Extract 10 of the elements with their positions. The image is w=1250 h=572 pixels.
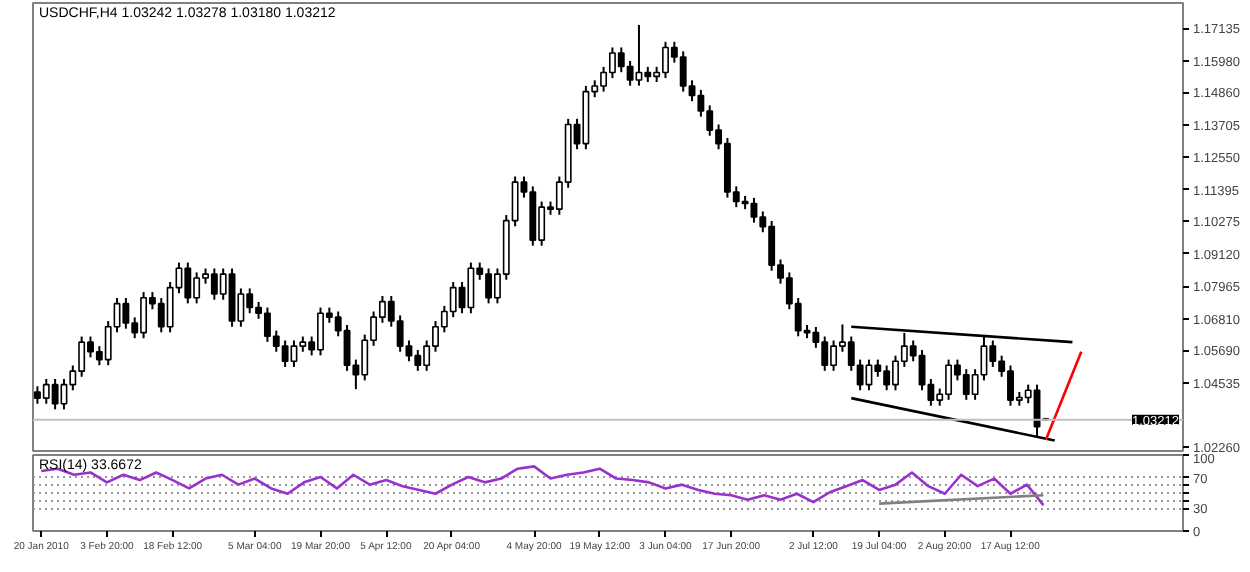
candlestick [679, 50, 687, 93]
candlestick [122, 297, 130, 330]
candlestick [467, 261, 475, 315]
candlestick [449, 280, 457, 319]
candlestick [414, 349, 422, 372]
candlestick [281, 339, 289, 368]
candlestick [51, 378, 59, 411]
candlestick [626, 59, 634, 87]
candlestick [184, 261, 192, 305]
candlestick [290, 339, 298, 368]
